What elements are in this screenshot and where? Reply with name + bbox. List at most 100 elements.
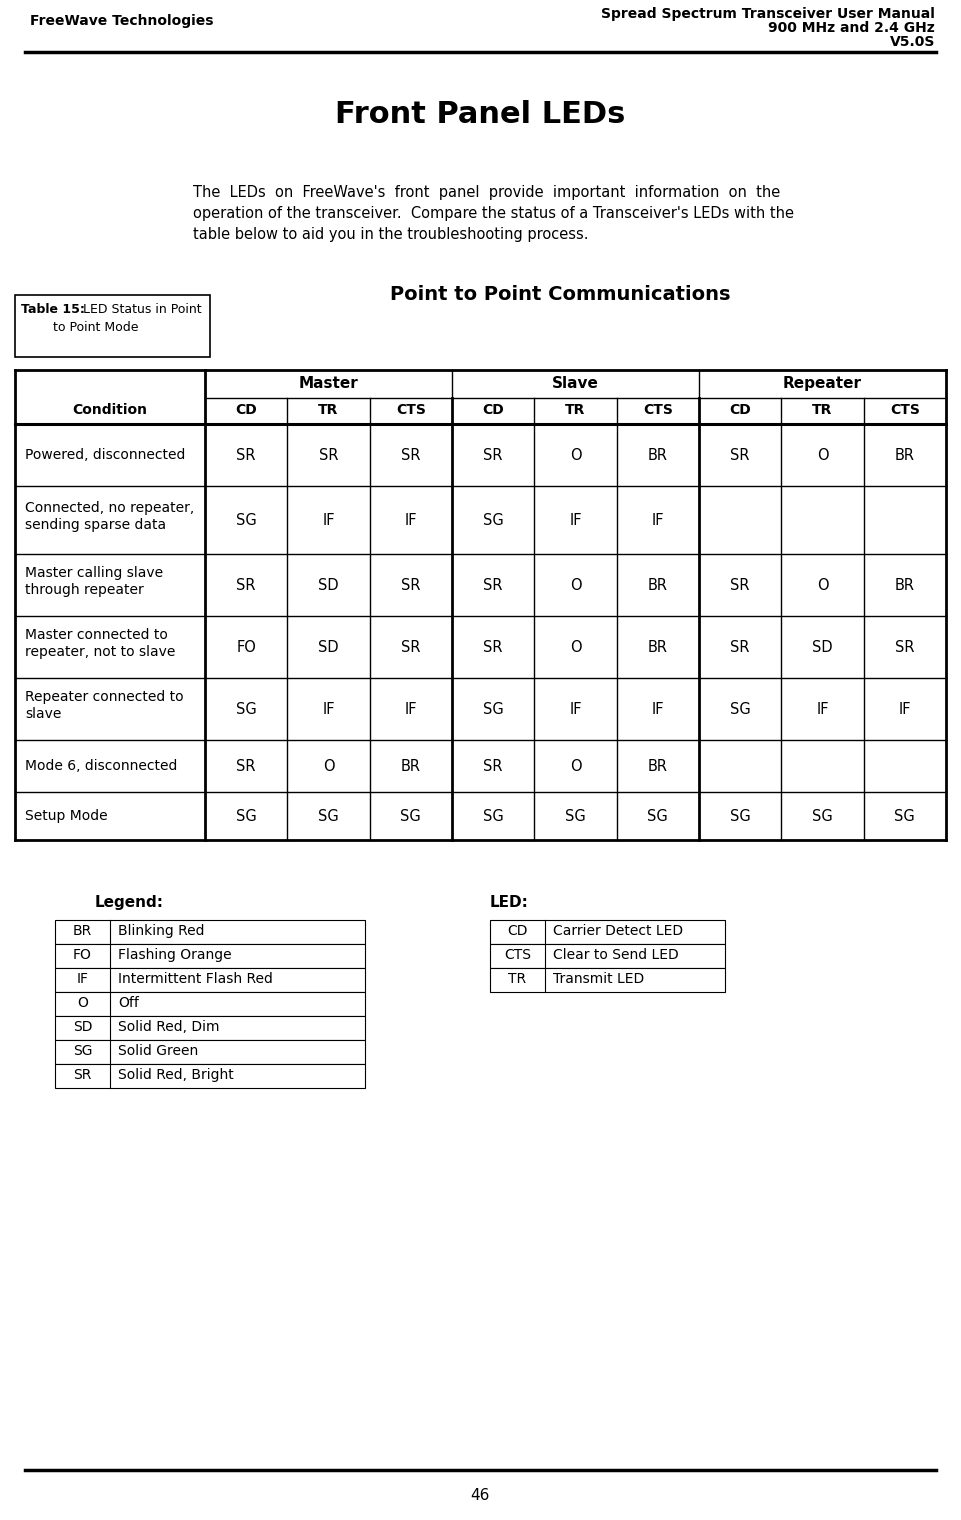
Text: SG: SG bbox=[235, 702, 257, 717]
Bar bbox=[490, 944, 725, 968]
Text: Front Panel LEDs: Front Panel LEDs bbox=[334, 100, 626, 129]
Text: SR: SR bbox=[483, 640, 503, 655]
Text: FO: FO bbox=[236, 640, 256, 655]
Bar bbox=[55, 920, 365, 944]
Text: BR: BR bbox=[648, 758, 668, 774]
Text: SR: SR bbox=[401, 578, 421, 593]
Text: O: O bbox=[77, 996, 88, 1009]
Text: Setup Mode: Setup Mode bbox=[25, 809, 108, 822]
Text: slave: slave bbox=[25, 707, 62, 720]
Text: O: O bbox=[570, 758, 581, 774]
Text: through repeater: through repeater bbox=[25, 584, 144, 597]
Text: BR: BR bbox=[648, 448, 668, 464]
Text: Transmit LED: Transmit LED bbox=[553, 971, 644, 986]
Text: O: O bbox=[570, 578, 581, 593]
Text: CTS: CTS bbox=[396, 403, 426, 416]
Text: Clear to Send LED: Clear to Send LED bbox=[553, 948, 678, 962]
Text: O: O bbox=[817, 448, 828, 464]
Text: O: O bbox=[570, 448, 581, 464]
Text: BR: BR bbox=[401, 758, 421, 774]
Text: SD: SD bbox=[318, 640, 339, 655]
Text: SG: SG bbox=[729, 809, 751, 824]
Text: Master calling slave: Master calling slave bbox=[25, 565, 163, 581]
Text: IF: IF bbox=[816, 702, 828, 717]
Text: Master connected to: Master connected to bbox=[25, 628, 168, 641]
Bar bbox=[490, 920, 725, 944]
Text: Table 15:: Table 15: bbox=[21, 302, 85, 316]
Text: Condition: Condition bbox=[72, 403, 147, 416]
Text: Flashing Orange: Flashing Orange bbox=[118, 948, 232, 962]
Text: SR: SR bbox=[73, 1069, 91, 1082]
Text: IF: IF bbox=[569, 514, 581, 527]
Bar bbox=[55, 1040, 365, 1064]
Text: LED Status in Point: LED Status in Point bbox=[75, 302, 202, 316]
Text: Mode 6, disconnected: Mode 6, disconnected bbox=[25, 758, 178, 774]
Text: SG: SG bbox=[565, 809, 586, 824]
Text: SR: SR bbox=[319, 448, 338, 464]
Text: Spread Spectrum Transceiver User Manual: Spread Spectrum Transceiver User Manual bbox=[602, 8, 935, 21]
Text: operation of the transceiver.  Compare the status of a Transceiver's LEDs with t: operation of the transceiver. Compare th… bbox=[193, 207, 794, 220]
Text: FreeWave Technologies: FreeWave Technologies bbox=[30, 14, 213, 27]
Text: SR: SR bbox=[730, 640, 750, 655]
Text: CD: CD bbox=[482, 403, 504, 416]
Text: SR: SR bbox=[401, 640, 421, 655]
Text: TR: TR bbox=[508, 971, 527, 986]
Text: BR: BR bbox=[648, 578, 668, 593]
Text: IF: IF bbox=[405, 702, 417, 717]
Text: LED:: LED: bbox=[490, 895, 529, 910]
Text: SR: SR bbox=[483, 578, 503, 593]
Text: IF: IF bbox=[77, 971, 88, 986]
Text: SG: SG bbox=[235, 809, 257, 824]
Text: SG: SG bbox=[812, 809, 833, 824]
Text: SR: SR bbox=[236, 578, 256, 593]
Text: SR: SR bbox=[236, 448, 256, 464]
Text: The  LEDs  on  FreeWave's  front  panel  provide  important  information  on  th: The LEDs on FreeWave's front panel provi… bbox=[193, 185, 780, 201]
Text: SR: SR bbox=[483, 758, 503, 774]
Text: CD: CD bbox=[507, 924, 528, 938]
Text: Solid Red, Bright: Solid Red, Bright bbox=[118, 1069, 234, 1082]
Text: sending sparse data: sending sparse data bbox=[25, 518, 166, 532]
Text: SD: SD bbox=[318, 578, 339, 593]
Text: SG: SG bbox=[482, 514, 504, 527]
Text: SR: SR bbox=[895, 640, 915, 655]
Text: SG: SG bbox=[648, 809, 668, 824]
Text: O: O bbox=[817, 578, 828, 593]
Text: CTS: CTS bbox=[504, 948, 531, 962]
Text: SG: SG bbox=[482, 809, 504, 824]
Text: table below to aid you in the troubleshooting process.: table below to aid you in the troublesho… bbox=[193, 226, 588, 242]
Text: Point to Point Communications: Point to Point Communications bbox=[390, 286, 730, 304]
Text: IF: IF bbox=[322, 702, 334, 717]
Text: TR: TR bbox=[318, 403, 338, 416]
Text: IF: IF bbox=[569, 702, 581, 717]
Text: SG: SG bbox=[401, 809, 421, 824]
Text: O: O bbox=[570, 640, 581, 655]
Text: repeater, not to slave: repeater, not to slave bbox=[25, 644, 175, 660]
Text: SG: SG bbox=[73, 1044, 92, 1058]
Text: SD: SD bbox=[812, 640, 833, 655]
Text: BR: BR bbox=[895, 448, 915, 464]
Text: Intermittent Flash Red: Intermittent Flash Red bbox=[118, 971, 273, 986]
Text: O: O bbox=[323, 758, 334, 774]
Text: Solid Red, Dim: Solid Red, Dim bbox=[118, 1020, 219, 1034]
Bar bbox=[55, 1064, 365, 1088]
Text: SR: SR bbox=[730, 578, 750, 593]
Text: Off: Off bbox=[118, 996, 139, 1009]
Text: CTS: CTS bbox=[643, 403, 673, 416]
Text: 46: 46 bbox=[470, 1488, 490, 1503]
Text: SG: SG bbox=[482, 702, 504, 717]
Bar bbox=[55, 968, 365, 993]
Text: SG: SG bbox=[318, 809, 339, 824]
Text: IF: IF bbox=[899, 702, 911, 717]
Text: IF: IF bbox=[322, 514, 334, 527]
Text: TR: TR bbox=[565, 403, 585, 416]
Text: Solid Green: Solid Green bbox=[118, 1044, 198, 1058]
Text: TR: TR bbox=[812, 403, 832, 416]
Bar bbox=[55, 1015, 365, 1040]
Text: IF: IF bbox=[405, 514, 417, 527]
Text: 900 MHz and 2.4 GHz: 900 MHz and 2.4 GHz bbox=[768, 21, 935, 35]
Text: CD: CD bbox=[729, 403, 752, 416]
Text: Legend:: Legend: bbox=[95, 895, 164, 910]
Bar bbox=[490, 968, 725, 993]
Text: SR: SR bbox=[730, 448, 750, 464]
Text: SG: SG bbox=[729, 702, 751, 717]
